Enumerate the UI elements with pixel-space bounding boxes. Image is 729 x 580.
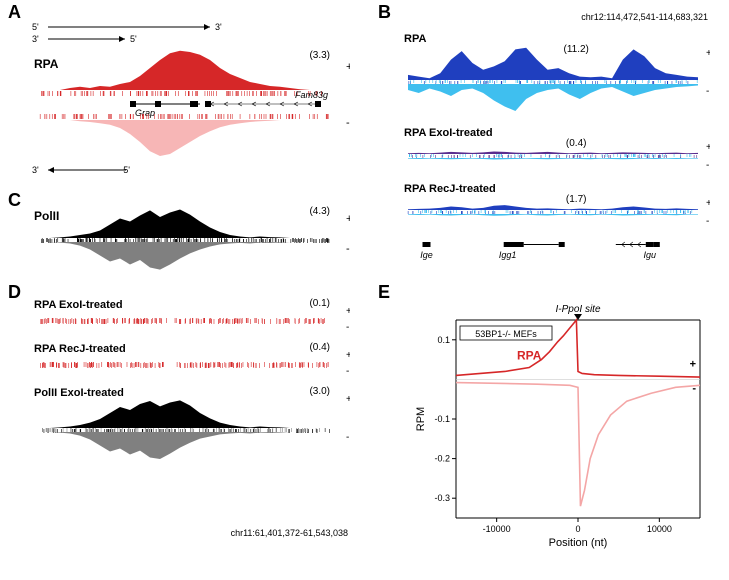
panel-label-a: A <box>8 2 21 23</box>
panel-label-b: B <box>378 2 391 23</box>
svg-text:Fam83g: Fam83g <box>295 90 328 100</box>
svg-text:(0.4): (0.4) <box>566 138 587 149</box>
svg-text:+: + <box>346 306 350 317</box>
svg-text:-: - <box>706 160 709 171</box>
svg-text:-: - <box>692 382 696 394</box>
svg-text:RPM: RPM <box>415 407 427 431</box>
svg-text:chr11:61,401,372-61,543,038: chr11:61,401,372-61,543,038 <box>231 528 348 538</box>
svg-text:RPA: RPA <box>517 349 542 363</box>
svg-text:0.1: 0.1 <box>437 335 450 345</box>
svg-text:-0.1: -0.1 <box>434 414 450 424</box>
svg-text:10000: 10000 <box>647 524 672 534</box>
panel-label-c: C <box>8 190 21 211</box>
svg-text:RPA RecJ-treated: RPA RecJ-treated <box>34 343 126 355</box>
svg-text:Position (nt): Position (nt) <box>549 537 608 549</box>
panel-c-svg: PolII (4.3) + - <box>30 200 350 280</box>
svg-text:(4.3): (4.3) <box>309 206 330 217</box>
svg-text:-0.3: -0.3 <box>434 493 450 503</box>
svg-text:I-PpoI site: I-PpoI site <box>555 304 600 315</box>
svg-text:3': 3' <box>215 22 222 32</box>
svg-text:+: + <box>706 48 710 59</box>
svg-text:-: - <box>706 86 709 97</box>
svg-text:PolII ExoI-treated: PolII ExoI-treated <box>34 387 124 399</box>
svg-text:RPA: RPA <box>34 57 59 71</box>
svg-text:(3.0): (3.0) <box>309 386 330 397</box>
svg-text:RPA ExoI-treated: RPA ExoI-treated <box>404 127 493 139</box>
svg-text:RPA RecJ-treated: RPA RecJ-treated <box>404 183 496 195</box>
svg-text:(11.2): (11.2) <box>564 44 589 55</box>
svg-text:-: - <box>346 432 349 443</box>
panel-d-svg: RPA ExoI-treated (0.1) + - RPA RecJ-treated (… <box>30 290 350 540</box>
panel-a-svg: 5'3'3'5'RPA(3.3)+GrapFam83g-5'3' <box>30 20 350 190</box>
svg-text:-10000: -10000 <box>483 524 511 534</box>
svg-text:-: - <box>346 322 349 333</box>
panel-e-svg: I-PpoI site53BP1-/- MEFsRPA-0.3-0.2-0.10… <box>410 300 710 550</box>
svg-text:RPA ExoI-treated: RPA ExoI-treated <box>34 299 123 311</box>
svg-text:+: + <box>706 198 710 209</box>
svg-text:3': 3' <box>32 165 39 175</box>
svg-text:RPA: RPA <box>404 33 426 45</box>
svg-text:+: + <box>346 394 350 405</box>
svg-text:+: + <box>346 61 350 73</box>
svg-text:+: + <box>690 359 696 371</box>
svg-text:Igu: Igu <box>644 250 657 260</box>
svg-text:+: + <box>706 142 710 153</box>
svg-text:5': 5' <box>130 34 137 44</box>
svg-text:+: + <box>346 350 350 361</box>
panel-label-d: D <box>8 282 21 303</box>
svg-text:5': 5' <box>32 22 39 32</box>
svg-text:-: - <box>346 366 349 377</box>
svg-text:-: - <box>346 243 350 255</box>
panel-label-e: E <box>378 282 390 303</box>
svg-text:-: - <box>706 216 709 227</box>
svg-text:PolII: PolII <box>34 209 59 223</box>
svg-text:(3.3): (3.3) <box>309 50 330 61</box>
svg-text:-0.2: -0.2 <box>434 454 450 464</box>
svg-text:53BP1-/- MEFs: 53BP1-/- MEFs <box>475 329 537 339</box>
svg-text:+: + <box>346 213 350 225</box>
svg-text:chr12:114,472,541-114,683,321: chr12:114,472,541-114,683,321 <box>581 12 708 22</box>
svg-text:0: 0 <box>575 524 580 534</box>
svg-text:Igg1: Igg1 <box>499 250 517 260</box>
svg-text:Grap: Grap <box>135 108 155 118</box>
svg-text:3': 3' <box>32 34 39 44</box>
svg-text:-: - <box>346 117 350 129</box>
panel-b-svg: chr12:114,472,541-114,683,321 RPA (11.2) + -… <box>400 10 710 270</box>
svg-text:(0.1): (0.1) <box>309 298 330 309</box>
svg-text:(1.7): (1.7) <box>566 194 587 205</box>
svg-text:(0.4): (0.4) <box>309 342 330 353</box>
svg-text:Ige: Ige <box>420 250 433 260</box>
